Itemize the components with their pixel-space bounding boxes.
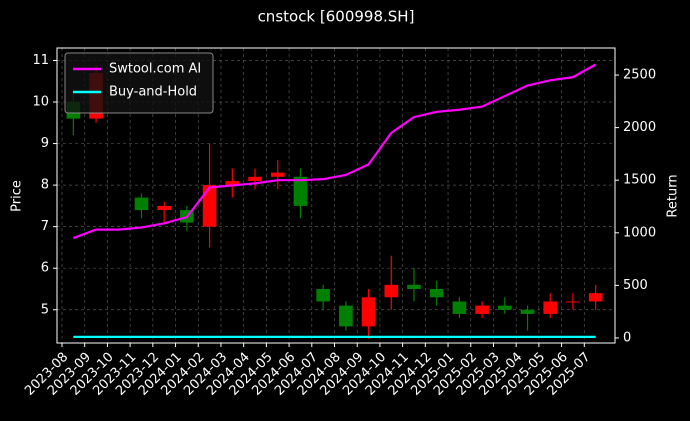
candle-body: [134, 197, 149, 211]
candle-body: [270, 172, 285, 177]
y-tick-label: 10: [32, 95, 49, 110]
candle-body: [429, 288, 444, 298]
candle-body: [475, 305, 489, 314]
candle-body: [361, 297, 376, 327]
candle-body: [498, 305, 512, 310]
candle-body: [202, 185, 217, 227]
candle-body: [543, 301, 558, 314]
y-tick-label: 5: [41, 302, 49, 317]
y2-tick-label: 2000: [623, 120, 656, 135]
candle-body: [316, 288, 330, 302]
legend-label: Buy-and-Hold: [109, 85, 197, 100]
y2-axis-label: Return: [666, 174, 681, 217]
legend-box: [64, 52, 214, 114]
candle-body: [293, 176, 308, 206]
y2-tick-label: 500: [623, 278, 648, 293]
legend-label: Swtool.com AI: [109, 62, 201, 77]
candle-body: [339, 305, 353, 327]
candle-body: [225, 180, 240, 186]
y2-tick-label: 2500: [623, 68, 656, 83]
y-tick-label: 8: [41, 178, 49, 193]
candle-body: [566, 301, 580, 303]
y-tick-label: 9: [41, 136, 49, 151]
y2-tick-label: 1500: [623, 173, 656, 188]
candle-body: [407, 284, 421, 289]
candle-body: [248, 176, 262, 181]
y2-tick-label: 1000: [623, 225, 656, 240]
y-tick-label: 6: [41, 261, 49, 276]
candle-body: [452, 301, 467, 314]
y-tick-label: 7: [41, 219, 49, 234]
y2-tick-label: 0: [623, 330, 631, 345]
y-tick-label: 11: [32, 53, 49, 68]
line-series: [72, 63, 597, 240]
y-axis-label: Price: [10, 180, 25, 212]
candle-body: [384, 284, 399, 298]
candle-body: [588, 293, 603, 302]
candle-body: [520, 309, 535, 314]
candle-body: [157, 205, 171, 211]
plot-frame: [56, 47, 616, 344]
chart-title: cnstock [600998.SH]: [258, 8, 415, 26]
